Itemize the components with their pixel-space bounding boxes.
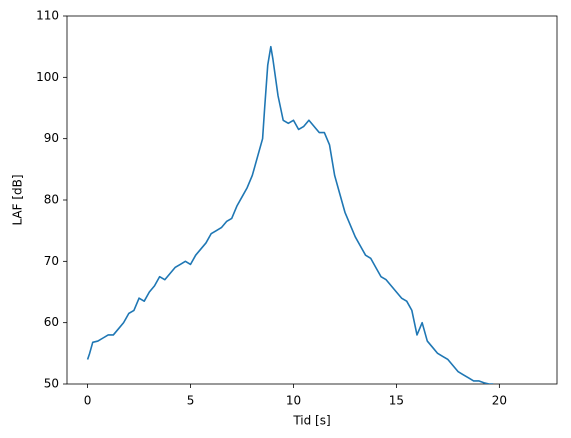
x-tick-label: 10 [286, 394, 301, 408]
y-tick-label: 70 [44, 254, 59, 268]
y-axis-label: LAF [dB] [11, 174, 25, 225]
y-tick-label: 100 [36, 70, 59, 84]
x-axis-label: Tid [s] [292, 414, 330, 428]
x-tick-label: 5 [187, 394, 195, 408]
x-tick-label: 15 [389, 394, 404, 408]
y-tick-label: 90 [44, 131, 59, 145]
data-line [86, 45, 494, 384]
y-tick-label: 110 [36, 9, 59, 23]
x-tick-label: 0 [84, 394, 92, 408]
y-tick-label: 50 [44, 377, 59, 391]
plot-frame [66, 15, 558, 385]
x-tick-label: 20 [492, 394, 507, 408]
y-tick-label: 60 [44, 315, 59, 329]
y-tick-label: 80 [44, 193, 59, 207]
